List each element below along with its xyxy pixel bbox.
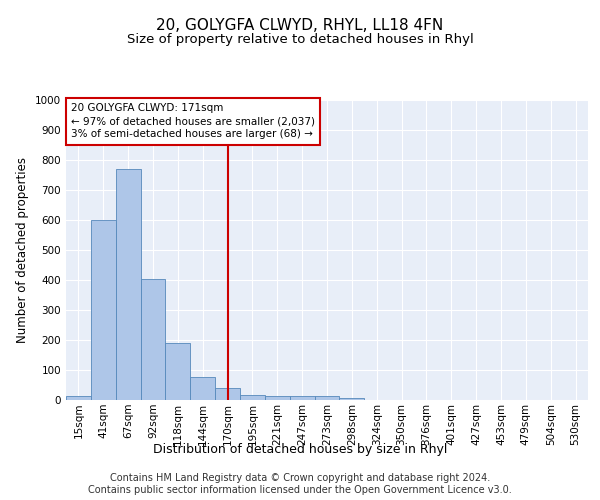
Text: 20, GOLYGFA CLWYD, RHYL, LL18 4FN: 20, GOLYGFA CLWYD, RHYL, LL18 4FN (157, 18, 443, 32)
Bar (265, 396, 290, 400)
Bar (240, 394, 265, 400)
Bar (190, 376, 215, 400)
Bar (91, 220, 116, 400)
Text: 20 GOLYGFA CLWYD: 171sqm
← 97% of detached houses are smaller (2,037)
3% of semi: 20 GOLYGFA CLWYD: 171sqm ← 97% of detach… (71, 103, 315, 140)
Text: Size of property relative to detached houses in Rhyl: Size of property relative to detached ho… (127, 32, 473, 46)
Bar (340, 398, 364, 400)
Y-axis label: Number of detached properties: Number of detached properties (16, 157, 29, 343)
Bar (116, 169, 140, 400)
Bar (215, 388, 240, 400)
Bar (314, 396, 340, 400)
Bar (140, 278, 166, 400)
Text: Contains HM Land Registry data © Crown copyright and database right 2024.
Contai: Contains HM Land Registry data © Crown c… (88, 474, 512, 495)
Text: Distribution of detached houses by size in Rhyl: Distribution of detached houses by size … (153, 442, 447, 456)
Bar (66, 396, 91, 400)
Bar (290, 396, 314, 400)
Bar (166, 343, 190, 400)
